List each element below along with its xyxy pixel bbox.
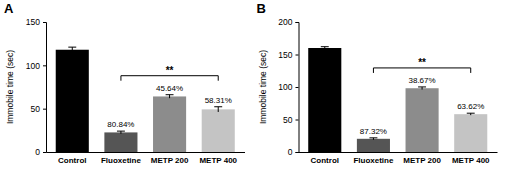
figure: 0 50 100 150 Control Fluoxetine METP 200 METP 4…: [0, 0, 505, 184]
y-tick-label: 100: [26, 61, 40, 71]
error-bar: [214, 107, 222, 112]
y-axis-title: Immobile time (sec): [5, 50, 15, 124]
y-tick: 50: [283, 115, 298, 125]
x-tick: Fluoxetine: [353, 152, 394, 165]
y-tick-label: 100: [278, 82, 292, 92]
error-bar-cap: [418, 86, 426, 87]
bar: [308, 48, 341, 152]
y-tick-mark: [43, 109, 46, 110]
annotation: 45.64%: [156, 84, 183, 93]
annotation: 38.67%: [409, 76, 436, 85]
x-axis-line: [299, 152, 498, 153]
y-tick-label: 0: [288, 147, 293, 157]
y-tick-label: 0: [35, 147, 40, 157]
error-bar-cap: [117, 131, 125, 132]
panel-label: B: [257, 1, 266, 16]
error-bar-cap: [166, 94, 174, 95]
error-bar-stem: [218, 107, 219, 112]
error-bar: [467, 113, 475, 115]
y-axis-line: [296, 23, 300, 153]
error-bar-cap: [68, 47, 76, 48]
y-tick-label: 200: [278, 17, 292, 27]
error-bar-cap: [321, 46, 329, 47]
y-tick-label: 50: [283, 115, 293, 125]
error-bar: [369, 138, 377, 140]
y-axis: 0 50 100 150 200: [278, 17, 299, 157]
y-axis-title: Immobile time (sec): [258, 50, 268, 124]
x-tick: METP 200: [403, 152, 441, 165]
annotation: 58.31%: [205, 96, 232, 105]
error-bar-cap: [214, 106, 222, 107]
x-tick: METP 400: [199, 152, 237, 165]
y-tick-label: 50: [31, 104, 41, 114]
y-axis: 0 50 100 150: [26, 17, 47, 157]
panel: 0 50 100 150 Control Fluoxetine METP 200 METP 4…: [26, 17, 245, 164]
y-axis-line: [43, 23, 47, 153]
bar: [153, 96, 186, 152]
panel-label: A: [4, 1, 14, 16]
error-bar: [166, 95, 174, 98]
bar: [202, 109, 235, 152]
bar: [56, 50, 89, 152]
y-tick: 100: [26, 61, 46, 71]
annotation: 80.84%: [107, 120, 134, 129]
error-bar: [321, 47, 329, 50]
error-bar-stem: [72, 47, 73, 52]
annotation: 87.32%: [360, 127, 387, 136]
x-tick: Fluoxetine: [101, 152, 142, 165]
y-tick-mark: [43, 22, 46, 23]
y-tick-mark: [296, 22, 299, 23]
significance-label: **: [166, 65, 174, 76]
x-tick: METP 200: [151, 152, 189, 165]
y-tick: 200: [278, 17, 298, 27]
x-tick: Control: [311, 152, 339, 165]
y-tick-mark: [296, 87, 299, 88]
x-axis-line: [47, 152, 246, 153]
bar: [454, 114, 487, 152]
x-tick-label: METP 200: [151, 156, 189, 165]
significance-bracket: [373, 68, 470, 73]
error-bar-cap: [369, 137, 377, 138]
y-tick-mark: [43, 152, 46, 153]
error-bar: [418, 87, 426, 90]
y-tick-label: 150: [26, 17, 40, 27]
y-tick: 0: [288, 147, 299, 157]
error-bar: [68, 47, 76, 52]
y-tick: 100: [278, 82, 298, 92]
panel: 0 50 100 150 200 Control Fluoxetine METP 200 MET…: [278, 17, 497, 164]
error-bar-cap: [467, 113, 475, 114]
significance-label: **: [418, 57, 426, 68]
bar: [104, 132, 137, 152]
significance-bracket: [121, 76, 218, 81]
x-tick-label: METP 200: [403, 156, 441, 165]
plot-area: [308, 47, 487, 152]
error-bar-stem: [169, 95, 170, 98]
bar: [406, 88, 439, 152]
bar: [357, 139, 390, 152]
y-tick: 150: [26, 17, 46, 27]
error-bar: [117, 131, 125, 134]
annotation: 63.62%: [457, 102, 484, 111]
y-tick: 50: [31, 104, 46, 114]
y-tick-mark: [296, 152, 299, 153]
plot-area: [56, 47, 235, 152]
y-tick-mark: [296, 120, 299, 121]
y-tick-mark: [296, 55, 299, 56]
x-tick-label: METP 400: [199, 156, 237, 165]
y-tick-label: 150: [278, 50, 292, 60]
y-tick: 0: [35, 147, 46, 157]
x-tick-label: Control: [311, 156, 339, 165]
x-axis: Control Fluoxetine METP 200 METP 400: [47, 152, 246, 165]
x-tick: METP 400: [452, 152, 490, 165]
x-tick: Control: [58, 152, 86, 165]
y-tick-mark: [43, 65, 46, 66]
x-tick-label: Fluoxetine: [101, 156, 142, 165]
x-axis: Control Fluoxetine METP 200 METP 400: [299, 152, 498, 165]
x-tick-label: Fluoxetine: [353, 156, 394, 165]
x-tick-label: Control: [58, 156, 86, 165]
x-tick-label: METP 400: [452, 156, 490, 165]
y-tick: 150: [278, 50, 298, 60]
